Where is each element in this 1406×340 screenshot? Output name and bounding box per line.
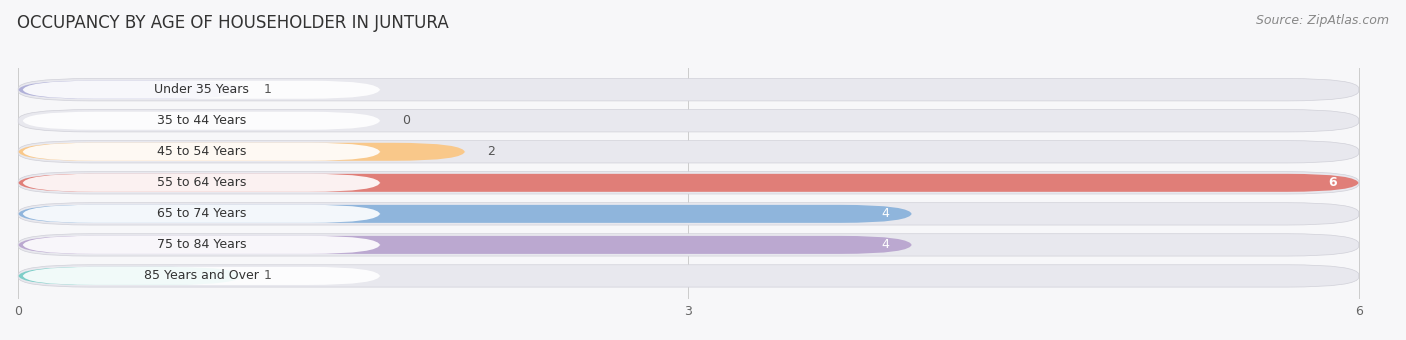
FancyBboxPatch shape <box>18 141 1358 163</box>
FancyBboxPatch shape <box>18 79 1358 101</box>
FancyBboxPatch shape <box>22 143 380 161</box>
Text: 55 to 64 Years: 55 to 64 Years <box>156 176 246 189</box>
Text: 1: 1 <box>264 83 271 96</box>
FancyBboxPatch shape <box>18 205 912 223</box>
Text: 4: 4 <box>882 238 890 251</box>
FancyBboxPatch shape <box>22 81 380 99</box>
FancyBboxPatch shape <box>18 174 1358 192</box>
FancyBboxPatch shape <box>18 203 1358 225</box>
FancyBboxPatch shape <box>22 174 380 192</box>
Text: 45 to 54 Years: 45 to 54 Years <box>156 145 246 158</box>
Text: 75 to 84 Years: 75 to 84 Years <box>156 238 246 251</box>
FancyBboxPatch shape <box>18 236 912 254</box>
Text: 4: 4 <box>882 207 890 220</box>
Text: 6: 6 <box>1327 176 1337 189</box>
FancyBboxPatch shape <box>22 205 380 223</box>
FancyBboxPatch shape <box>18 81 242 99</box>
Text: 2: 2 <box>488 145 495 158</box>
Text: 85 Years and Over: 85 Years and Over <box>143 269 259 283</box>
Text: OCCUPANCY BY AGE OF HOUSEHOLDER IN JUNTURA: OCCUPANCY BY AGE OF HOUSEHOLDER IN JUNTU… <box>17 14 449 32</box>
FancyBboxPatch shape <box>22 236 380 254</box>
Text: 1: 1 <box>264 269 271 283</box>
FancyBboxPatch shape <box>18 265 1358 287</box>
FancyBboxPatch shape <box>22 112 380 130</box>
FancyBboxPatch shape <box>18 109 1358 132</box>
Text: 65 to 74 Years: 65 to 74 Years <box>156 207 246 220</box>
Text: 0: 0 <box>402 114 411 127</box>
FancyBboxPatch shape <box>18 234 1358 256</box>
Text: Source: ZipAtlas.com: Source: ZipAtlas.com <box>1256 14 1389 27</box>
FancyBboxPatch shape <box>22 267 380 285</box>
FancyBboxPatch shape <box>18 172 1358 194</box>
Text: 35 to 44 Years: 35 to 44 Years <box>157 114 246 127</box>
FancyBboxPatch shape <box>18 267 242 285</box>
Text: Under 35 Years: Under 35 Years <box>155 83 249 96</box>
FancyBboxPatch shape <box>18 143 465 161</box>
